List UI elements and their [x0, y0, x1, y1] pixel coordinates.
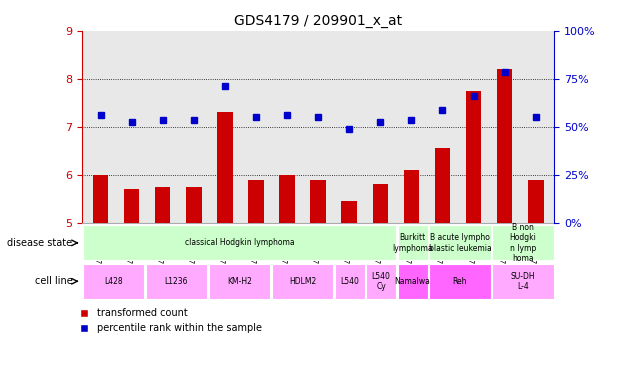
Bar [186, 187, 202, 223]
Text: L540
Cy: L540 Cy [372, 271, 391, 291]
Bar [528, 180, 544, 223]
Text: L540: L540 [340, 277, 359, 286]
Text: cell line: cell line [35, 276, 72, 286]
Bar [404, 170, 419, 223]
Bar [93, 175, 108, 223]
Bar [492, 264, 554, 299]
Text: Namalwa: Namalwa [395, 277, 430, 286]
Bar [279, 175, 295, 223]
Bar [311, 180, 326, 223]
Bar [435, 148, 450, 223]
Bar [492, 225, 554, 260]
Bar [209, 264, 270, 299]
Text: L1236: L1236 [164, 277, 188, 286]
Bar [217, 113, 232, 223]
Title: GDS4179 / 209901_x_at: GDS4179 / 209901_x_at [234, 14, 402, 28]
Bar [155, 187, 171, 223]
Bar [429, 264, 491, 299]
Bar [497, 69, 512, 223]
Bar [83, 225, 396, 260]
Bar [146, 264, 207, 299]
Text: B acute lympho
blastic leukemia: B acute lympho blastic leukemia [428, 233, 491, 253]
Bar [272, 264, 333, 299]
Text: HDLM2: HDLM2 [289, 277, 316, 286]
Bar [398, 264, 428, 299]
Bar [372, 184, 388, 223]
Legend: transformed count, percentile rank within the sample: transformed count, percentile rank withi… [74, 308, 263, 333]
Bar [248, 180, 264, 223]
Text: disease state: disease state [8, 238, 72, 248]
Bar [83, 264, 144, 299]
Bar [335, 264, 365, 299]
Bar [429, 225, 491, 260]
Text: KM-H2: KM-H2 [227, 277, 252, 286]
Bar [124, 189, 139, 223]
Bar [466, 91, 481, 223]
Text: B non
Hodgki
n lymp
homa: B non Hodgki n lymp homa [510, 223, 536, 263]
Bar [398, 225, 428, 260]
Text: SU-DH
L-4: SU-DH L-4 [510, 271, 536, 291]
Text: classical Hodgkin lymphoma: classical Hodgkin lymphoma [185, 238, 294, 247]
Text: L428: L428 [104, 277, 123, 286]
Text: Burkitt
lymphoma: Burkitt lymphoma [392, 233, 433, 253]
Bar [341, 201, 357, 223]
Bar [366, 264, 396, 299]
Text: Reh: Reh [452, 277, 467, 286]
